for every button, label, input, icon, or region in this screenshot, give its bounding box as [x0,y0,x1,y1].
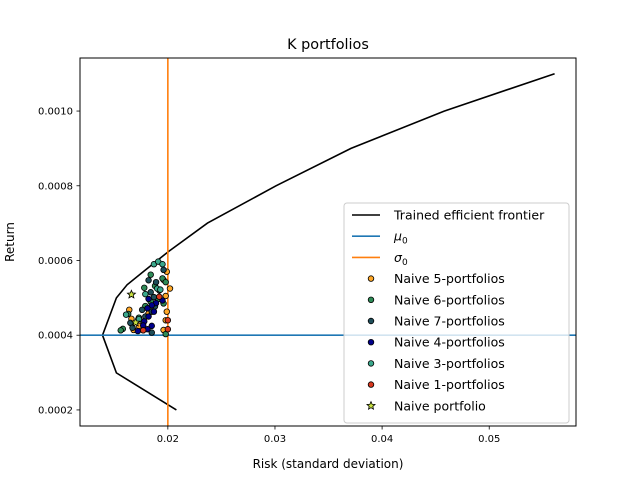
legend-swatch-marker [367,360,375,367]
point-naive-3-portfolios [142,290,149,298]
point-naive-1-portfolios [140,327,147,334]
x-axis-label: Risk (standard deviation) [253,457,404,471]
plot-frame [79,57,577,427]
y-axis: 0.0002 0.0004 0.0006 0.0008 0.0010 [38,107,80,416]
point-naive-5-portfolios [162,292,169,300]
point-naive-7-portfolios [150,293,158,301]
x-tick-label: 0.04 [371,434,393,445]
point-naive-3-portfolios [122,311,130,318]
point-naive-6-portfolios [147,271,154,278]
point-naive-4-portfolios [144,305,151,312]
legend-label-naive-4-portfolios: Naive 4-portfolios [394,335,505,350]
point-naive-5-portfolios [166,285,174,292]
legend: Trained efficient frontier μ0 σ0 Naive 5-po… [343,202,570,424]
point-naive-1-portfolios [164,326,172,333]
point-naive-6-portfolios [141,284,148,291]
y-tick-label: 0.0008 [38,181,73,192]
point-naive-4-portfolios [145,295,152,303]
x-tick-label: 0.05 [478,434,500,445]
point-naive-1-portfolios [164,317,172,324]
point-naive-4-portfolios [148,302,155,309]
y-axis-label: Return [3,222,17,262]
point-naive-1-portfolios [156,293,163,300]
x-axis: 0.02 0.03 0.04 0.05 [157,426,500,445]
legend-swatch-marker [367,275,375,282]
legend-label-naive-1-portfolios: Naive 1-portfolios [394,377,505,392]
x-tick-label: 0.02 [157,434,179,445]
point-naive-7-portfolios [148,329,155,336]
plot-points-layer [117,258,174,338]
legend-label-trained-efficient-frontier: Trained efficient frontier [393,208,545,223]
point-naive-4-portfolios [148,322,155,330]
y-tick-label: 0.0002 [38,405,73,416]
point-naive-4-portfolios [150,308,158,315]
point-naive-4-portfolios [145,313,152,320]
legend-box [343,202,570,424]
point-naive-7-portfolios [145,277,152,284]
y-tick-label: 0.0004 [38,331,73,342]
point-naive-5-portfolios [163,308,170,315]
point-naive-3-portfolios [157,286,164,293]
legend-label-naive-5-portfolios: Naive 5-portfolios [394,271,505,286]
legend-swatch-marker [367,317,375,325]
chart-title: K portfolios [287,37,369,53]
legend-label-naive-3-portfolios: Naive 3-portfolios [394,356,505,371]
point-naive-6-portfolios [117,327,124,334]
legend-label-naive-portfolio: Naive portfolio [394,398,486,413]
point-naive-7-portfolios [129,324,136,331]
legend-swatch-marker [367,296,375,303]
x-tick-label: 0.03 [264,434,286,445]
point-naive-4-portfolios [134,327,142,335]
point-naive-portfolio [130,317,141,327]
legend-swatch-marker [367,381,375,388]
point-naive-7-portfolios [138,306,146,314]
legend-label-0: μ0 [393,229,408,247]
legend-swatch-marker [367,339,375,346]
point-naive-7-portfolios [160,266,167,274]
legend-swatch-star [366,400,376,411]
point-naive-portfolio [126,289,137,299]
point-naive-7-portfolios [152,278,160,286]
point-naive-3-portfolios [159,261,166,268]
point-naive-6-portfolios [162,278,169,286]
legend-label-naive-7-portfolios: Naive 7-portfolios [394,314,505,329]
y-tick-label: 0.0006 [38,256,73,267]
y-tick-label: 0.0010 [38,107,73,118]
legend-label-naive-6-portfolios: Naive 6-portfolios [394,292,505,307]
legend-label-0: σ0 [394,250,408,268]
